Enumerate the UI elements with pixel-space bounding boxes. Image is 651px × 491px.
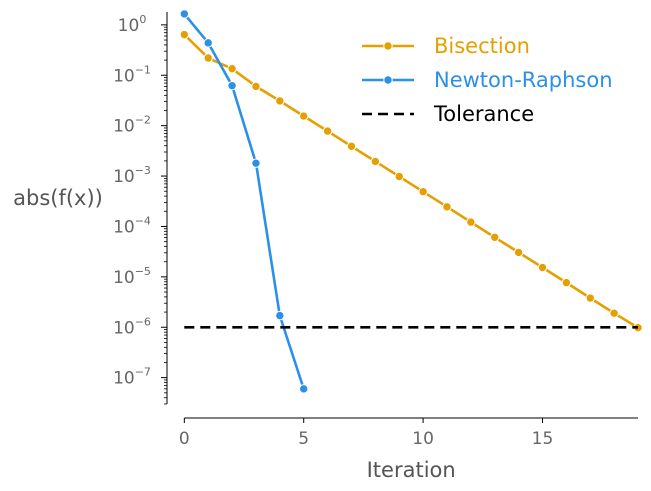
y-tick-label: 10−5 — [113, 265, 151, 288]
data-point-newton-raphson — [203, 38, 213, 48]
data-point-bisection — [537, 262, 548, 273]
y-tick-label: 100 — [118, 13, 147, 36]
data-point-bisection — [370, 156, 381, 167]
data-point-bisection — [561, 277, 572, 288]
y-tick-label: 10−6 — [113, 315, 151, 338]
data-point-newton-raphson — [251, 158, 261, 168]
series-line-newton-raphson — [183, 13, 305, 390]
legend-marker-bisection — [383, 41, 393, 51]
data-point-newton-raphson — [275, 310, 285, 321]
data-point-bisection — [513, 247, 524, 258]
series-layer — [179, 9, 643, 394]
legend-marker-newton-raphson — [383, 75, 393, 85]
data-point-bisection — [179, 29, 190, 40]
data-point-bisection — [322, 126, 333, 136]
data-point-bisection — [346, 141, 357, 151]
data-point-bisection — [490, 232, 500, 242]
x-ticks: 0 5 10 15 — [179, 418, 553, 449]
x-tick-label: 0 — [179, 429, 190, 449]
data-point-bisection — [609, 308, 619, 318]
legend-label-newton-raphson: Newton-Raphson — [434, 68, 613, 92]
legend: Bisection Newton-Raphson Tolerance — [362, 34, 613, 126]
data-point-newton-raphson — [299, 384, 309, 394]
data-point-bisection — [418, 186, 428, 197]
x-tick-label: 5 — [298, 429, 309, 449]
legend-label-bisection: Bisection — [434, 34, 530, 58]
y-tick-label: 10−1 — [113, 63, 151, 86]
data-point-bisection — [251, 81, 261, 92]
y-tick-label: 10−7 — [113, 366, 151, 389]
legend-label-tolerance: Tolerance — [433, 102, 534, 126]
data-point-bisection — [203, 53, 213, 63]
data-point-newton-raphson — [179, 9, 190, 19]
data-point-bisection — [299, 111, 309, 121]
x-axis-title: Iteration — [367, 458, 456, 482]
data-point-newton-raphson — [227, 81, 237, 91]
data-point-bisection — [466, 217, 476, 227]
y-ticks: 10−7 10−6 10−5 10−4 10−3 10−2 10−1 100 — [113, 13, 167, 405]
x-tick-label: 10 — [412, 429, 434, 449]
y-axis-title: abs(f(x)) — [13, 186, 103, 210]
y-tick-label: 10−4 — [113, 214, 151, 237]
data-point-bisection — [227, 63, 237, 74]
data-point-bisection — [442, 202, 452, 212]
data-point-bisection — [275, 96, 285, 106]
data-point-bisection — [585, 293, 595, 303]
y-tick-label: 10−3 — [113, 164, 151, 187]
x-tick-label: 15 — [532, 429, 554, 449]
data-point-bisection — [394, 171, 404, 182]
y-tick-label: 10−2 — [113, 114, 151, 137]
